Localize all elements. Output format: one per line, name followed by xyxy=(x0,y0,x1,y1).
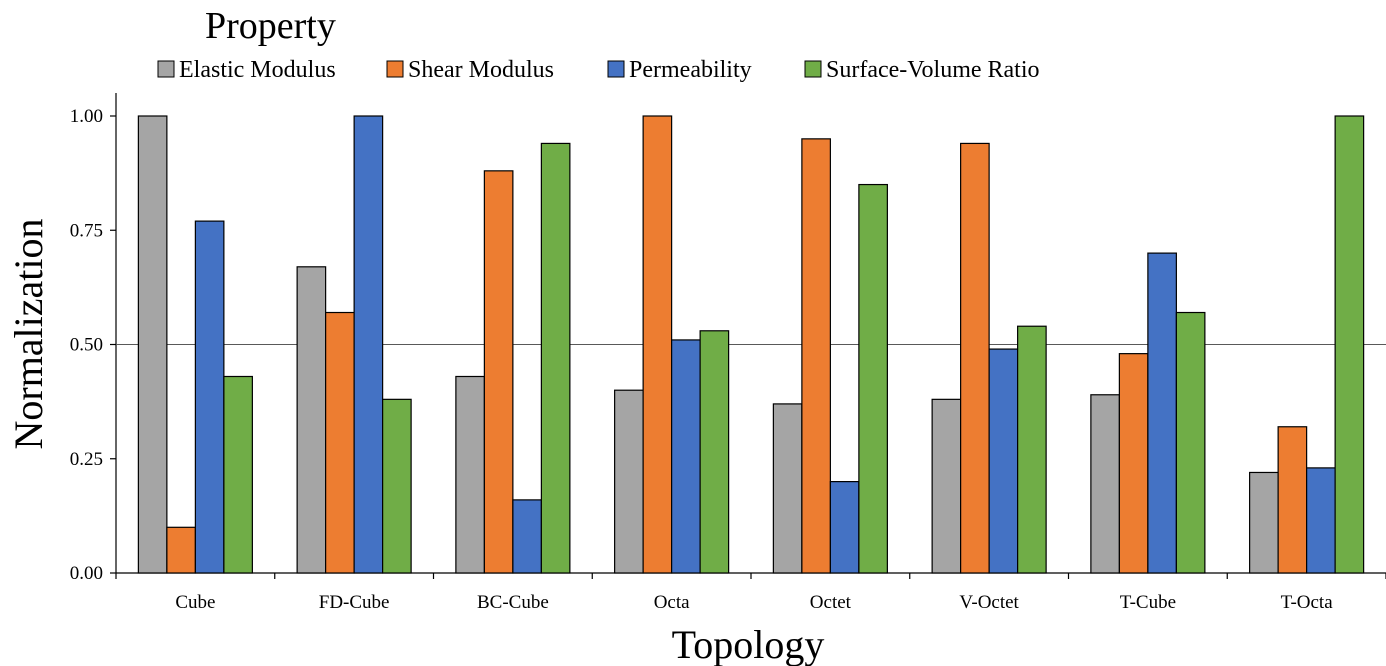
x-tick-label: V-Octet xyxy=(959,592,1019,613)
bar xyxy=(1306,467,1336,574)
bar xyxy=(223,375,253,574)
bar xyxy=(858,183,888,574)
y-tick-label: 0.00 xyxy=(70,563,103,584)
y-tick-label: 0.75 xyxy=(70,220,103,241)
bar xyxy=(353,115,384,574)
y-tick-label: 0.50 xyxy=(70,335,103,356)
legend-title: Property xyxy=(205,5,336,47)
y-tick-label: 0.25 xyxy=(70,449,103,470)
bar xyxy=(614,389,644,574)
x-tick-label: T-Cube xyxy=(1120,592,1176,613)
x-tick-label: BC-Cube xyxy=(477,592,549,613)
bar xyxy=(296,266,327,574)
bar xyxy=(137,115,168,574)
legend-label: Surface-Volume Ratio xyxy=(826,57,1040,83)
x-tick-label: Octa xyxy=(654,592,690,613)
bar xyxy=(772,403,803,574)
bar xyxy=(931,398,962,574)
bar xyxy=(829,481,860,574)
y-tick-label: 1.00 xyxy=(70,106,103,127)
bar xyxy=(960,142,990,574)
bar xyxy=(483,170,514,574)
x-tick-label: T-Octa xyxy=(1281,592,1334,613)
plot-area: 0.00 0.25 0.50 0.75 1.00 Cube FD-Cube BC-Cube Oc… xyxy=(70,93,1386,613)
bar xyxy=(699,330,730,574)
bar xyxy=(1118,353,1149,574)
legend-label: Shear Modulus xyxy=(408,57,554,83)
bar xyxy=(540,142,571,574)
bar xyxy=(1277,426,1308,574)
y-axis-title: Normalization xyxy=(6,218,51,449)
bar xyxy=(512,499,542,574)
bar xyxy=(194,220,225,574)
bar xyxy=(325,311,355,574)
bar xyxy=(166,526,196,574)
bar xyxy=(1175,311,1206,574)
legend-swatch xyxy=(386,60,404,78)
legend-swatch xyxy=(607,60,625,78)
legend-swatch xyxy=(157,60,175,78)
x-tick-label: FD-Cube xyxy=(319,592,390,613)
bar xyxy=(1017,325,1047,574)
x-axis-title: Topology xyxy=(672,622,825,666)
legend-label: Permeability xyxy=(629,57,752,83)
legend-label: Elastic Modulus xyxy=(179,57,336,83)
x-tick-label: Cube xyxy=(175,592,215,613)
bar xyxy=(801,138,831,574)
bar xyxy=(382,398,412,574)
bar xyxy=(1249,471,1279,574)
bar xyxy=(671,339,701,574)
legend-swatch xyxy=(804,60,822,78)
bar xyxy=(1147,252,1177,574)
x-tick-label: Octet xyxy=(810,592,852,613)
bar xyxy=(455,375,485,574)
bar xyxy=(1334,115,1365,574)
bar xyxy=(642,115,673,574)
legend: Property Elastic Modulus Shear Modulus Per… xyxy=(157,5,1040,83)
bar xyxy=(1090,394,1120,574)
bar xyxy=(988,348,1019,574)
